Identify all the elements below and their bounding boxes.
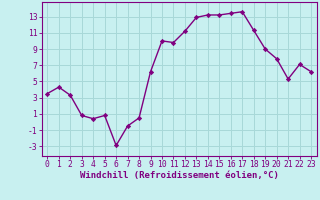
X-axis label: Windchill (Refroidissement éolien,°C): Windchill (Refroidissement éolien,°C) [80,171,279,180]
